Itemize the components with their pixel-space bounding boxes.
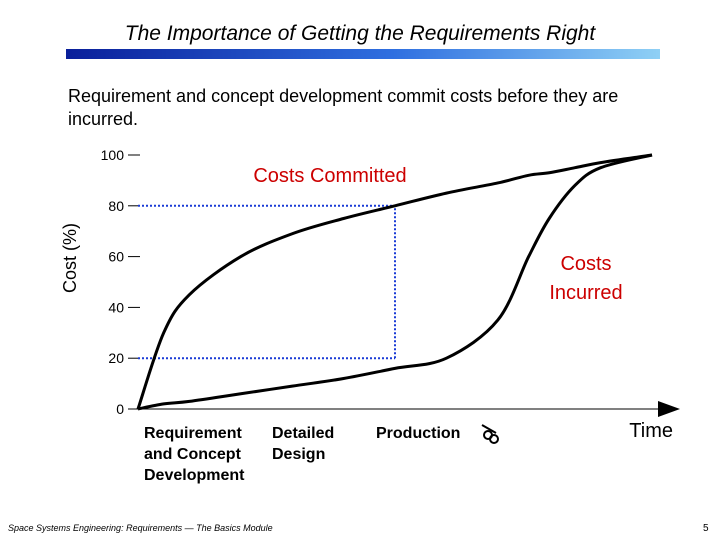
phase-label-line: and Concept — [144, 446, 242, 463]
y-tick-label: 80 — [108, 198, 124, 214]
title-underline-bar — [66, 49, 660, 59]
phase-label-line: Detailed — [272, 425, 334, 442]
series-label-line: Incurred — [549, 282, 622, 304]
curves — [136, 153, 653, 411]
series-label-costs-incurred: Costs Incurred — [549, 253, 622, 304]
slide-title: The Importance of Getting the Requiremen… — [124, 22, 596, 45]
y-tick-label: 100 — [101, 147, 125, 163]
series-label-line: Costs — [560, 253, 611, 275]
reference-lines — [138, 204, 396, 360]
page-number: 5 — [703, 523, 709, 534]
chart-axes: 100 80 60 40 20 0 — [101, 147, 680, 417]
y-axis-label: Cost (%) — [60, 223, 80, 293]
phase-label: Detailed Design — [272, 425, 334, 463]
curve-costs-committed — [136, 153, 653, 410]
y-tick-label: 40 — [108, 299, 124, 315]
y-tick-label: 20 — [108, 350, 124, 366]
symbol-stroke — [481, 424, 497, 434]
y-tick-label: 0 — [116, 401, 124, 417]
slide-subtitle: Requirement and concept development comm… — [68, 86, 619, 129]
x-axis-arrow — [658, 401, 680, 417]
curve-costs-incurred — [137, 153, 653, 411]
series-label-costs-committed: Costs Committed — [253, 165, 406, 187]
phase-label-line: Development — [144, 467, 245, 484]
phase-label: Production — [376, 425, 460, 442]
symbol-ring — [489, 434, 499, 444]
footer-text: Space Systems Engineering: Requirements … — [8, 523, 273, 533]
phase-label: Requirement and Concept Development — [144, 425, 245, 484]
phase-label-line: Production — [376, 425, 460, 442]
phase-label-line: Requirement — [144, 425, 242, 442]
x-axis-label: Time — [629, 420, 673, 442]
phase-label-line: Design — [272, 446, 325, 463]
chart-labels: Cost (%) Time Costs Committed Costs Incurred… — [60, 165, 673, 484]
y-tick-label: 60 — [108, 249, 124, 265]
production-symbol-icon — [481, 424, 499, 444]
